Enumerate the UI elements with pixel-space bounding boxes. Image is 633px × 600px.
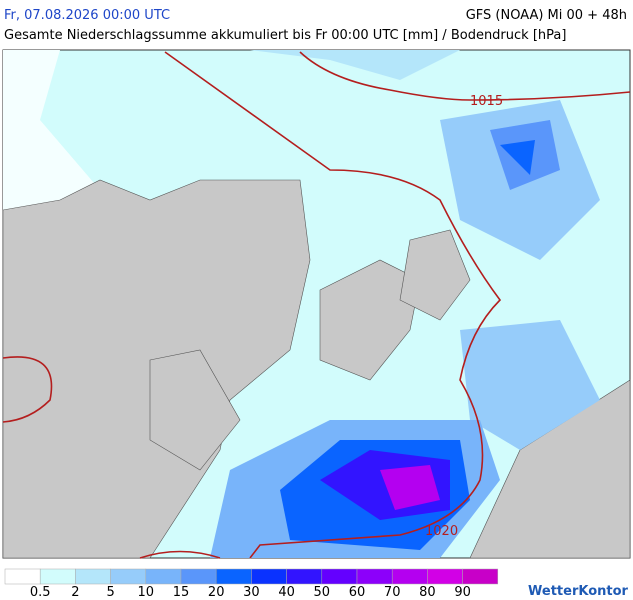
legend-swatch bbox=[39, 568, 76, 585]
legend-swatch bbox=[391, 568, 428, 585]
logo: WetterKontor bbox=[528, 584, 629, 599]
map: 1015 1020 bbox=[2, 49, 631, 559]
legend-label: 20 bbox=[208, 585, 225, 600]
legend-swatch bbox=[251, 568, 287, 585]
legend-swatch bbox=[75, 568, 111, 585]
legend-label: 80 bbox=[419, 585, 436, 600]
legend-swatch bbox=[4, 568, 41, 585]
date: Fr, 07.08.2026 00:00 UTC bbox=[4, 8, 170, 23]
legend-label: 60 bbox=[349, 585, 366, 600]
legend-label: 70 bbox=[384, 585, 401, 600]
legend-swatch bbox=[462, 568, 499, 585]
legend-swatch bbox=[356, 568, 393, 585]
legend-swatch bbox=[110, 568, 147, 585]
legend-label: 40 bbox=[278, 585, 295, 600]
legend-swatch bbox=[145, 568, 182, 585]
legend-label: 0.5 bbox=[30, 585, 51, 600]
legend-label: 10 bbox=[138, 585, 155, 600]
legend-label: 50 bbox=[314, 585, 331, 600]
legend: 0.5 2 5 10 15 20 30 40 50 60 70 80 90 bbox=[4, 568, 499, 600]
legend-swatch bbox=[180, 568, 217, 585]
legend-label: 2 bbox=[71, 585, 79, 600]
legend-swatch bbox=[321, 568, 358, 585]
legend-swatch bbox=[215, 568, 252, 585]
legend-swatch bbox=[427, 568, 463, 585]
isobar-label: 1020 bbox=[425, 524, 458, 539]
legend-label: 90 bbox=[454, 585, 471, 600]
legend-label: 30 bbox=[243, 585, 260, 600]
legend-label: 15 bbox=[173, 585, 190, 600]
legend-label: 5 bbox=[106, 585, 114, 600]
model: GFS (NOAA) Mi 00 + 48h bbox=[466, 8, 627, 23]
legend-swatch bbox=[286, 568, 323, 585]
subtitle: Gesamte Niederschlagssumme akkumuliert b… bbox=[4, 28, 566, 43]
isobar-label: 1015 bbox=[470, 94, 503, 109]
